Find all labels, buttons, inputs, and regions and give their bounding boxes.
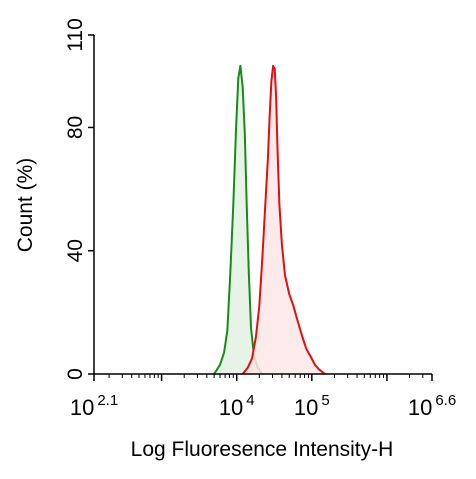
y-tick-label: 40 — [64, 239, 87, 262]
x-tick-exponent: 2.1 — [97, 392, 118, 409]
x-tick-base: 10 — [408, 395, 432, 420]
series-0-area — [214, 65, 263, 375]
series-1-area — [242, 65, 325, 375]
series-1-line — [241, 64, 326, 375]
plot-area — [213, 64, 326, 375]
x-tick-exponent: 4 — [246, 392, 254, 409]
y-tick-label: 0 — [64, 368, 87, 380]
x-tick-label: 10 2.1 — [70, 392, 118, 420]
x-tick-exponent: 6.6 — [435, 392, 456, 409]
x-tick-exponent: 5 — [321, 392, 329, 409]
y-tick-label: 80 — [64, 116, 87, 139]
x-tick-base: 10 — [70, 395, 94, 420]
x-tick-base: 10 — [219, 395, 243, 420]
x-tick-label: 10 6.6 — [408, 392, 456, 420]
axis-labels: Log Fluoresence Intensity-H Count (%) — [14, 158, 393, 461]
x-tick-base: 10 — [294, 395, 318, 420]
x-axis-title: Log Fluoresence Intensity-H — [131, 438, 394, 461]
y-axis-title: Count (%) — [14, 158, 37, 253]
series-0-line — [213, 64, 264, 375]
x-tick-label: 10 5 — [294, 392, 330, 420]
x-tick-label: 10 4 — [219, 392, 255, 420]
y-tick-label: 110 — [64, 18, 87, 51]
